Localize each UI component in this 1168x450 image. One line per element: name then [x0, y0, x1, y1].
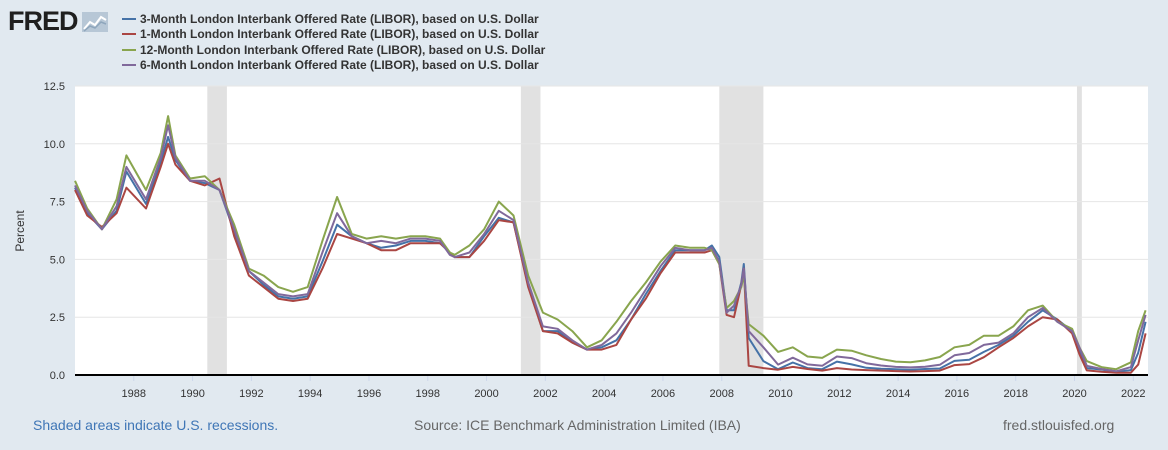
legend-item-6-month[interactable]: 6-Month London Interbank Offered Rate (L… [122, 58, 545, 74]
legend-swatch-6-month [122, 64, 136, 67]
fred-logo-text: FRED [8, 6, 78, 36]
x-tick-label: 1992 [239, 388, 263, 400]
recessions-note-link[interactable]: Shaded areas indicate U.S. recessions. [33, 417, 279, 433]
y-tick-label: 12.5 [44, 81, 65, 93]
legend-label-3-month: 3-Month London Interbank Offered Rate (L… [140, 11, 539, 26]
series-line-3 [74, 124, 1147, 373]
legend-swatch-1-month [122, 33, 136, 36]
x-tick-label: 2004 [592, 388, 616, 400]
x-tick-label: 1994 [298, 388, 322, 400]
x-tick-label: 1996 [357, 388, 381, 400]
recession-band-0 [207, 86, 227, 375]
legend-swatch-3-month [122, 17, 136, 20]
legend-label-12-month: 12-Month London Interbank Offered Rate (… [140, 42, 546, 57]
x-tick-label: 2022 [1121, 388, 1145, 400]
y-axis-label: Percent [13, 210, 27, 252]
recession-band-3 [1076, 86, 1082, 375]
recession-shading [207, 86, 1082, 375]
source-note: Source: ICE Benchmark Administration Lim… [414, 417, 741, 433]
legend-item-12-month[interactable]: 12-Month London Interbank Offered Rate (… [122, 42, 545, 58]
recession-band-1 [520, 86, 541, 375]
fred-chart-icon [81, 11, 108, 32]
y-tick-label: 7.5 [50, 197, 65, 209]
fred-logo[interactable]: FRED [8, 6, 108, 37]
x-tick-label: 2000 [474, 388, 498, 400]
recession-band-2 [719, 86, 764, 375]
legend-item-1-month[interactable]: 1-Month London Interbank Offered Rate (L… [122, 27, 545, 43]
x-tick-label: 2010 [768, 388, 792, 400]
y-tick-label: 0.0 [50, 370, 65, 382]
legend-label-1-month: 1-Month London Interbank Offered Rate (L… [140, 27, 539, 42]
x-tick-label: 2006 [651, 388, 675, 400]
axes: 0.0 2.5 5.0 7.5 10.0 12.5 1988 1990 1992 1994 1996… [44, 81, 1148, 400]
x-tick-label: 2008 [709, 388, 733, 400]
x-tick-label: 2012 [827, 388, 851, 400]
x-tick-label: 1998 [416, 388, 440, 400]
x-tick-label: 2016 [945, 388, 969, 400]
series-line-2 [74, 115, 1147, 371]
y-tick-label: 5.0 [50, 254, 65, 266]
x-tick-label: 2014 [886, 388, 910, 400]
series-line-1 [74, 142, 1147, 374]
site-url[interactable]: fred.stlouisfed.org [1003, 417, 1115, 433]
x-tick-label: 2020 [1062, 388, 1086, 400]
gridlines [75, 85, 1148, 318]
series-lines [74, 115, 1147, 374]
legend-swatch-12-month [122, 48, 136, 51]
chart-legend: 3-Month London Interbank Offered Rate (L… [122, 11, 545, 73]
legend-label-6-month: 6-Month London Interbank Offered Rate (L… [140, 58, 539, 73]
legend-item-3-month[interactable]: 3-Month London Interbank Offered Rate (L… [122, 11, 545, 27]
x-tick-label: 2002 [533, 388, 557, 400]
y-tick-label: 10.0 [44, 139, 65, 151]
x-tick-label: 2018 [1003, 388, 1027, 400]
x-tick-label: 1988 [122, 388, 146, 400]
y-tick-label: 2.5 [50, 312, 65, 324]
x-tick-label: 1990 [180, 388, 204, 400]
